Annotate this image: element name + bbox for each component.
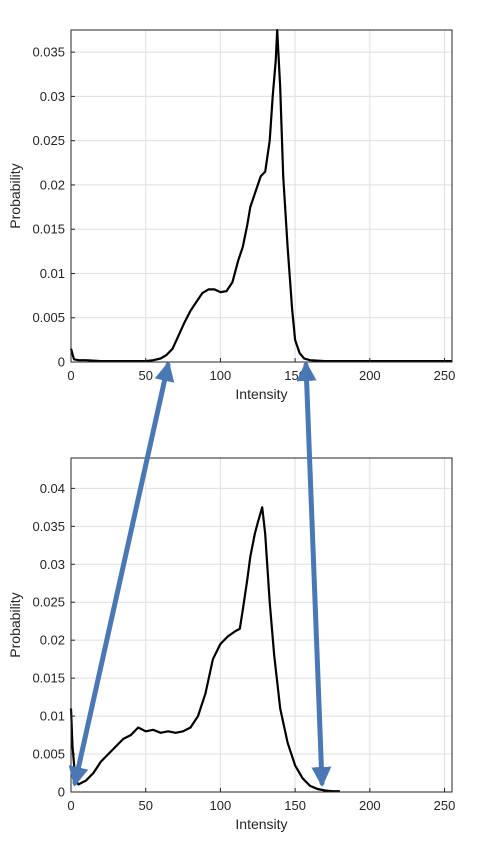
- x-tick-label: 250: [434, 798, 456, 813]
- axis-ticks: 0 50 100 150 200 250 0 0.005 0.01 0.015 0.02 0.025 0…: [32, 45, 455, 383]
- x-tick-label: 200: [359, 368, 381, 383]
- y-tick-label: 0.03: [40, 557, 65, 572]
- y-tick-label: 0.005: [32, 747, 65, 762]
- x-tick-label: 100: [210, 368, 232, 383]
- y-tick-label: 0.015: [32, 671, 65, 686]
- left-mapping-arrow: [68, 361, 175, 787]
- y-tick-label: 0.025: [32, 133, 65, 148]
- top-histogram-chart: 0 50 100 150 200 250 0 0.005 0.01 0.015 0.02 0.025 0…: [7, 28, 455, 402]
- right-mapping-arrow: [296, 361, 332, 787]
- y-tick-label: 0.02: [40, 177, 65, 192]
- y-tick-label: 0.025: [32, 595, 65, 610]
- y-axis-label: Probability: [7, 592, 23, 657]
- bottom-histogram-chart: 0 50 100 150 200 250 0 0.005 0.01 0.015 0.02 0.025 0…: [7, 457, 455, 832]
- x-tick-label: 200: [359, 798, 381, 813]
- x-tick-label: 150: [284, 368, 306, 383]
- plot-frame: [70, 29, 453, 363]
- x-tick-label: 0: [67, 798, 74, 813]
- y-tick-label: 0.02: [40, 633, 65, 648]
- y-tick-label: 0.015: [32, 222, 65, 237]
- grid-lines: [71, 30, 452, 362]
- y-tick-label: 0.035: [32, 45, 65, 60]
- mapping-arrows: [68, 361, 332, 787]
- x-tick-label: 50: [138, 798, 152, 813]
- probability-curve: [69, 506, 340, 793]
- y-tick-label: 0: [58, 785, 65, 800]
- x-tick-label: 250: [434, 368, 456, 383]
- x-tick-label: 0: [67, 368, 74, 383]
- y-tick-label: 0.01: [40, 266, 65, 281]
- probability-curve: [69, 28, 452, 363]
- y-tick-label: 0.005: [32, 310, 65, 325]
- y-tick-label: 0: [58, 355, 65, 370]
- x-axis-label: Intensity: [235, 386, 287, 402]
- x-tick-label: 100: [210, 798, 232, 813]
- y-tick-label: 0.03: [40, 89, 65, 104]
- y-tick-label: 0.01: [40, 709, 65, 724]
- x-tick-label: 150: [284, 798, 306, 813]
- axis-ticks: 0 50 100 150 200 250 0 0.005 0.01 0.015 0.02 0.025 0…: [32, 481, 455, 813]
- y-axis-label: Probability: [7, 163, 23, 228]
- x-axis-label: Intensity: [235, 816, 287, 832]
- x-tick-label: 50: [138, 368, 152, 383]
- y-tick-label: 0.04: [40, 481, 65, 496]
- y-tick-label: 0.035: [32, 519, 65, 534]
